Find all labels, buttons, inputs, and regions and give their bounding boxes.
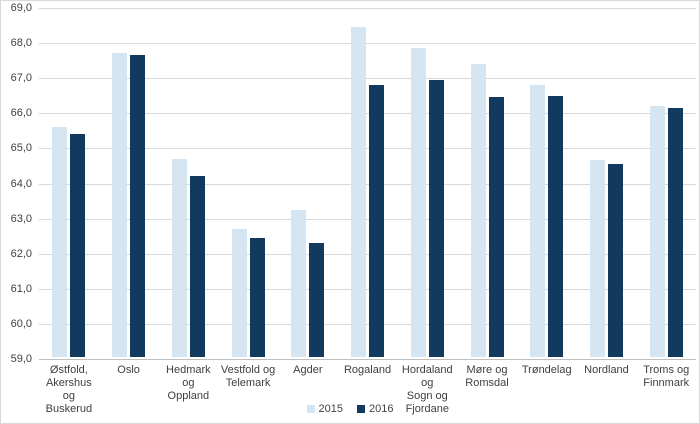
bar-group — [99, 8, 159, 357]
y-tick-label: 66,0 — [10, 107, 32, 120]
x-category-label: Agder — [293, 364, 323, 376]
bar-2015 — [589, 160, 605, 357]
x-category-label: Rogaland — [343, 364, 392, 376]
bar-2015 — [231, 228, 247, 357]
bar-2016 — [369, 84, 385, 357]
bar-2016 — [667, 107, 683, 357]
plot-area — [39, 8, 696, 357]
bar-group — [457, 8, 517, 357]
y-tick-label: 61,0 — [10, 282, 32, 295]
x-category-label: Vestfold og Telemark — [220, 364, 276, 389]
gridline — [39, 288, 696, 290]
x-category-label: Nordland — [584, 364, 629, 376]
y-tick-label: 64,0 — [10, 177, 32, 190]
x-axis-labels: Østfold, Akershus og Buskerud Oslo Hedmark o… — [39, 364, 696, 416]
bar-2015 — [112, 53, 128, 357]
bar-2015 — [649, 106, 665, 357]
legend-swatch-2015 — [306, 405, 315, 413]
legend: 2015 2016 — [1, 403, 699, 415]
bar-2015 — [171, 158, 187, 357]
bar-group — [158, 8, 218, 357]
bar-group — [577, 8, 637, 357]
bar-2016 — [488, 97, 504, 357]
bar-2016 — [607, 163, 623, 357]
bar-2016 — [249, 237, 265, 357]
bar-group — [278, 8, 338, 357]
bar-2015 — [410, 48, 426, 357]
y-tick-label: 60,0 — [10, 317, 32, 330]
y-tick-label: 67,0 — [10, 72, 32, 85]
y-tick-label: 63,0 — [10, 212, 32, 225]
legend-label-2016: 2016 — [369, 403, 394, 415]
gridline — [39, 113, 696, 115]
gridline — [39, 218, 696, 220]
legend-item-2016: 2016 — [357, 403, 393, 415]
x-category-label: Østfold, Akershus og Buskerud — [45, 364, 93, 415]
y-tick-label: 65,0 — [10, 142, 32, 155]
x-category-label: Hedmark og Oppland — [166, 364, 211, 402]
legend-label-2015: 2015 — [318, 403, 343, 415]
x-category-label: Oslo — [117, 364, 140, 376]
bar-group — [39, 8, 99, 357]
bar-2015 — [530, 84, 546, 357]
bar-group — [517, 8, 577, 357]
legend-item-2015: 2015 — [306, 403, 343, 415]
bar-2016 — [428, 79, 444, 357]
bar-2016 — [189, 176, 205, 357]
x-category-label: Troms og Finnmark — [643, 364, 690, 389]
x-category-label: Hordaland og Sogn og Fjordane — [401, 364, 453, 415]
x-category-label: Trøndelag — [521, 364, 572, 376]
bar-2016 — [130, 55, 146, 357]
gridline — [39, 78, 696, 80]
bar-group — [397, 8, 457, 357]
bar-2015 — [52, 127, 68, 357]
y-tick-label: 69,0 — [10, 2, 32, 14]
gridline — [39, 148, 696, 150]
gridline — [39, 43, 696, 45]
gridline — [39, 323, 696, 325]
x-category-label: Møre og Romsdal — [465, 364, 509, 389]
gridline — [39, 253, 696, 255]
bar-2016 — [70, 134, 86, 357]
y-tick-label: 68,0 — [10, 37, 32, 50]
bar-group — [636, 8, 696, 357]
bar-group — [218, 8, 278, 357]
bar-2015 — [291, 209, 307, 357]
x-axis-line — [39, 359, 696, 360]
y-tick-label: 62,0 — [10, 247, 32, 260]
bar-2015 — [470, 63, 486, 357]
gridline — [39, 8, 696, 9]
legend-swatch-2016 — [357, 405, 365, 413]
bar-group — [338, 8, 398, 357]
bar-2016 — [548, 95, 564, 357]
gridline — [39, 183, 696, 185]
y-tick-label: 59,0 — [10, 353, 32, 365]
bar-2016 — [309, 242, 325, 357]
bar-2015 — [351, 27, 367, 357]
